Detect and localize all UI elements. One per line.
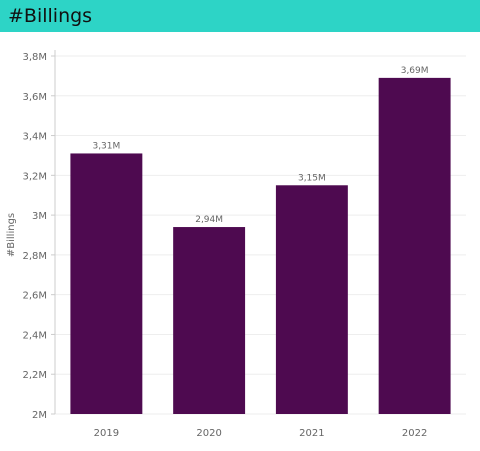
y-tick-label: 2,4M <box>22 330 47 341</box>
x-tick-label: 2020 <box>196 428 221 439</box>
y-tick-label: 2,8M <box>22 251 47 262</box>
bar-value-label: 2,94M <box>195 215 223 225</box>
page-title: #Billings <box>8 5 93 27</box>
x-tick-label: 2021 <box>299 428 324 439</box>
y-tick-label: 3,2M <box>22 171 47 182</box>
y-axis-ticks: 2M 2,2M 2,4M 2,6M 2,8M 3M 3,2M 3,4M 3,6M 3,8M <box>22 52 55 421</box>
bar[interactable] <box>275 185 348 414</box>
y-axis-label: #Billings <box>6 213 17 257</box>
y-tick-label: 2,6M <box>22 291 47 302</box>
bar-value-label: 3,15M <box>298 173 326 183</box>
chart-area: 2M 2,2M 2,4M 2,6M 2,8M 3M 3,2M 3,4M 3,6M 3,8M #Bi… <box>0 32 480 447</box>
y-tick-label: 2,2M <box>22 370 47 381</box>
bars: 3,31M 2,94M 3,15M 3,69M <box>70 66 451 414</box>
bar-chart: 2M 2,2M 2,4M 2,6M 2,8M 3M 3,2M 3,4M 3,6M 3,8M #Bi… <box>6 50 466 439</box>
title-bar: #Billings <box>0 0 480 32</box>
bar[interactable] <box>70 153 143 414</box>
bar-value-label: 3,69M <box>401 66 429 76</box>
bar[interactable] <box>173 227 246 414</box>
x-tick-label: 2019 <box>94 428 119 439</box>
y-tick-label: 3,8M <box>22 52 47 63</box>
x-tick-label: 2022 <box>402 428 427 439</box>
x-axis-ticks: 2019 2020 2021 2022 <box>94 428 428 439</box>
y-tick-label: 3,4M <box>22 132 47 143</box>
y-tick-label: 2M <box>32 410 47 421</box>
bar-value-label: 3,31M <box>92 141 120 151</box>
bar[interactable] <box>378 77 451 414</box>
y-tick-label: 3,6M <box>22 92 47 103</box>
y-tick-label: 3M <box>32 211 47 222</box>
